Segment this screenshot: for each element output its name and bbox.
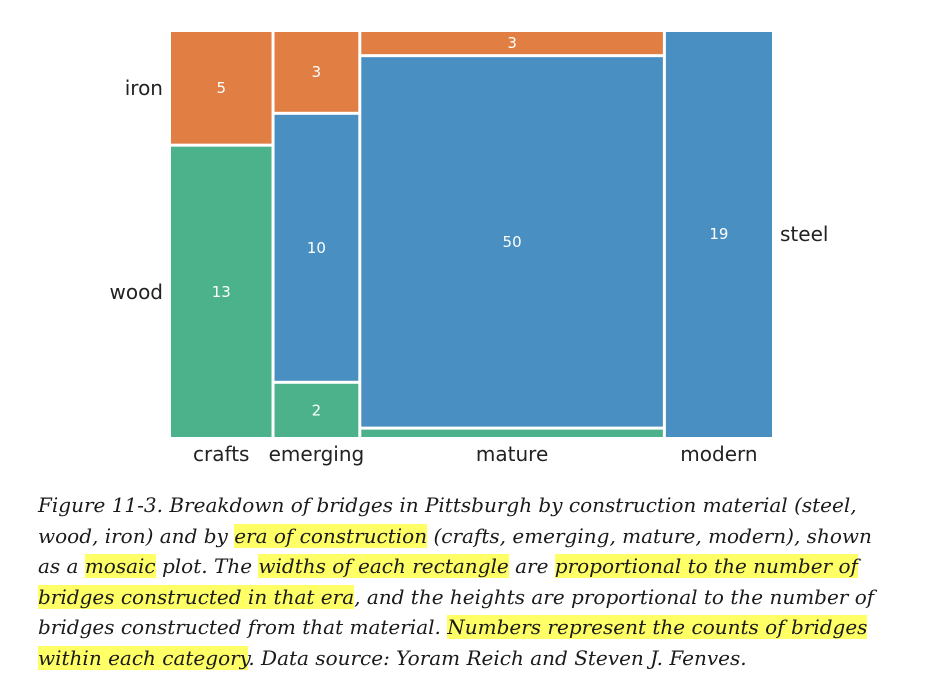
caption-highlight: widths of each rectangle	[258, 554, 509, 578]
mosaic-cell-mature-iron	[361, 32, 663, 55]
mosaic-cell-modern-steel	[665, 32, 772, 437]
caption-highlight: mosaic	[84, 554, 156, 578]
cell-count-emerging-steel: 10	[307, 239, 326, 257]
mosaic-cell-crafts-iron	[171, 32, 272, 144]
mosaic-cell-emerging-wood	[274, 383, 359, 437]
caption-highlight: era of construction	[234, 523, 428, 548]
mosaic-cell-emerging-steel	[274, 114, 359, 381]
mosaic-cell-mature-wood	[361, 429, 663, 437]
cell-count-crafts-iron: 5	[216, 79, 226, 97]
row-label-wood: wood	[109, 280, 163, 304]
caption-text: . Data source: Yoram Reich and Steven J.…	[248, 645, 747, 670]
caption-text: Figure 11-3. Breakdown of bridges in Pit…	[38, 493, 857, 548]
caption-text: , and the heights are proportional to th…	[38, 584, 875, 640]
x-tick-label-emerging: emerging	[269, 442, 365, 466]
cell-count-crafts-wood: 13	[212, 283, 231, 301]
caption-text: (crafts, emerging, mature, modern), show…	[38, 523, 872, 579]
row-label-iron: iron	[125, 76, 163, 100]
x-tick-label-crafts: crafts	[193, 442, 249, 466]
cell-count-emerging-wood: 2	[312, 401, 322, 419]
mosaic-cell-crafts-wood	[171, 146, 272, 437]
cell-count-modern-steel: 19	[709, 225, 728, 243]
mosaic-chart: crafts emerging mature modern 5 13 3 10 2 3 50 19 ir…	[109, 32, 828, 466]
cell-count-emerging-iron: 3	[312, 63, 322, 81]
figure-caption: Figure 11-3. Breakdown of bridges in Pit…	[38, 490, 898, 673]
caption-text: are	[508, 554, 555, 578]
mosaic-cell-mature-steel	[361, 57, 663, 427]
cell-count-mature-steel: 50	[503, 233, 522, 251]
x-tick-label-mature: mature	[476, 442, 548, 466]
row-label-steel: steel	[780, 222, 828, 246]
caption-text: plot. The	[155, 554, 259, 578]
x-tick-label-modern: modern	[680, 442, 757, 466]
mosaic-cell-emerging-iron	[274, 32, 359, 112]
cell-count-mature-iron: 3	[507, 34, 517, 52]
